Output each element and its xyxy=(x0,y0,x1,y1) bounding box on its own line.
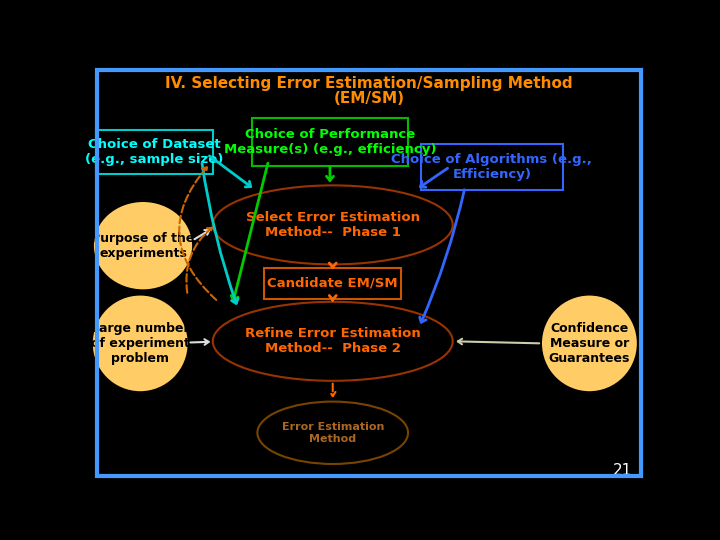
Ellipse shape xyxy=(213,185,453,265)
Ellipse shape xyxy=(213,302,453,381)
Text: Candidate EM/SM: Candidate EM/SM xyxy=(267,276,398,289)
FancyBboxPatch shape xyxy=(252,118,408,166)
Ellipse shape xyxy=(542,295,637,391)
FancyBboxPatch shape xyxy=(96,130,213,174)
Text: IV. Selecting Error Estimation/Sampling Method: IV. Selecting Error Estimation/Sampling … xyxy=(165,76,573,91)
FancyBboxPatch shape xyxy=(420,144,563,190)
Text: Choice of Dataset
(e.g., sample size): Choice of Dataset (e.g., sample size) xyxy=(85,138,223,166)
Text: Large number
of experiment
problem: Large number of experiment problem xyxy=(91,322,189,365)
Text: Refine Error Estimation
Method--  Phase 2: Refine Error Estimation Method-- Phase 2 xyxy=(245,327,420,355)
Text: Choice of Performance
Measure(s) (e.g., efficiency): Choice of Performance Measure(s) (e.g., … xyxy=(224,128,436,156)
Ellipse shape xyxy=(93,295,188,391)
Text: (EM/SM): (EM/SM) xyxy=(333,91,405,106)
Text: Select Error Estimation
Method--  Phase 1: Select Error Estimation Method-- Phase 1 xyxy=(246,211,420,239)
Ellipse shape xyxy=(258,402,408,464)
Text: Purpose of the
experiments: Purpose of the experiments xyxy=(91,232,194,260)
Ellipse shape xyxy=(94,202,192,289)
Text: Error Estimation
Method: Error Estimation Method xyxy=(282,422,384,443)
Text: Confidence
Measure or
Guarantees: Confidence Measure or Guarantees xyxy=(549,322,630,365)
Text: Choice of Algorithms (e.g.,
Efficiency): Choice of Algorithms (e.g., Efficiency) xyxy=(392,153,592,181)
Text: 21: 21 xyxy=(613,463,632,478)
FancyBboxPatch shape xyxy=(264,267,401,299)
